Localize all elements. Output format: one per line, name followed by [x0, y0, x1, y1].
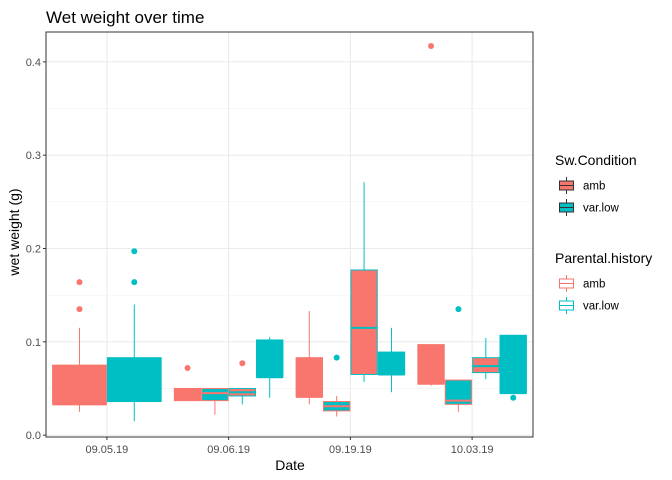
box-09.19.19-var.low-var.low: [377, 327, 406, 393]
box-09.19.19-amb-var.low: [350, 182, 378, 382]
box-09.05.19-amb-amb: [52, 279, 107, 412]
x-axis-title: Date: [275, 457, 305, 473]
box-body: [499, 334, 527, 394]
legend: Sw.Condition amb var.low Parental.history am…: [555, 152, 652, 314]
legend-key-fill-var.low: [559, 199, 574, 216]
box-outlier: [131, 248, 138, 255]
plot-marks: [52, 42, 527, 422]
box-09.05.19-var.low-var.low: [106, 248, 162, 422]
legend-label-fill-amb: amb: [583, 181, 605, 193]
legend-title-outline: Parental.history: [555, 250, 652, 266]
box-body: [295, 357, 323, 398]
box-10.03.19-var.low-var.low: [499, 334, 527, 401]
legend-title-fill: Sw.Condition: [555, 152, 637, 168]
x-tick-label: 09.05.19: [85, 444, 128, 456]
legend-key-outline-var.low: [559, 297, 574, 314]
x-tick-label: 09.19.19: [329, 444, 372, 456]
y-axis-title: wet weight (g): [6, 188, 22, 276]
box-outlier: [428, 42, 435, 49]
legend-label-fill-var.low: var.low: [583, 203, 619, 215]
box-body: [201, 387, 229, 402]
box-outlier: [131, 279, 138, 286]
box-body: [256, 339, 284, 378]
box-09.19.19-var.low-amb: [322, 354, 351, 417]
legend-key-fill-amb: [559, 177, 574, 194]
x-tick-label: 09.06.19: [207, 444, 250, 456]
box-10.03.19-amb-var.low: [472, 338, 500, 380]
x-tick-label: 10.03.19: [451, 444, 494, 456]
legend-label-outline-amb: amb: [583, 279, 605, 291]
box-09.06.19-var.low-var.low: [256, 337, 284, 398]
y-tick-label: 0.4: [26, 57, 41, 69]
y-tick-label: 0.1: [26, 337, 41, 349]
y-tick-label: 0.0: [26, 430, 41, 442]
box-10.03.19-var.low-amb: [444, 306, 473, 412]
box-body: [350, 269, 378, 375]
box-outlier: [184, 364, 191, 371]
box-09.06.19-amb-amb: [173, 364, 202, 402]
box-body: [417, 344, 445, 385]
box-outlier: [76, 306, 83, 313]
y-tick-label: 0.3: [26, 150, 41, 162]
box-09.06.19-var.low-amb: [201, 387, 229, 415]
box-10.03.19-amb-amb: [417, 42, 445, 386]
plot-axes: 0.0 0.1 0.2 0.3 0.4 09.05.19 09.06.19 09.19.19 1…: [26, 31, 534, 456]
legend-key-outline-amb: [559, 275, 574, 292]
box-outlier: [239, 360, 246, 367]
box-outlier: [455, 306, 462, 313]
chart-title: Wet weight over time: [46, 8, 204, 27]
y-tick-label: 0.2: [26, 243, 41, 255]
box-09.06.19-amb-var.low: [228, 360, 257, 405]
box-body: [106, 357, 162, 403]
box-body: [52, 364, 107, 405]
box-outlier: [76, 279, 83, 286]
box-09.19.19-amb-amb: [295, 311, 323, 405]
box-outlier: [333, 354, 340, 361]
box-outlier: [510, 394, 517, 401]
legend-label-outline-var.low: var.low: [583, 301, 619, 313]
box-body: [377, 351, 406, 375]
panel-border: [45, 31, 534, 438]
